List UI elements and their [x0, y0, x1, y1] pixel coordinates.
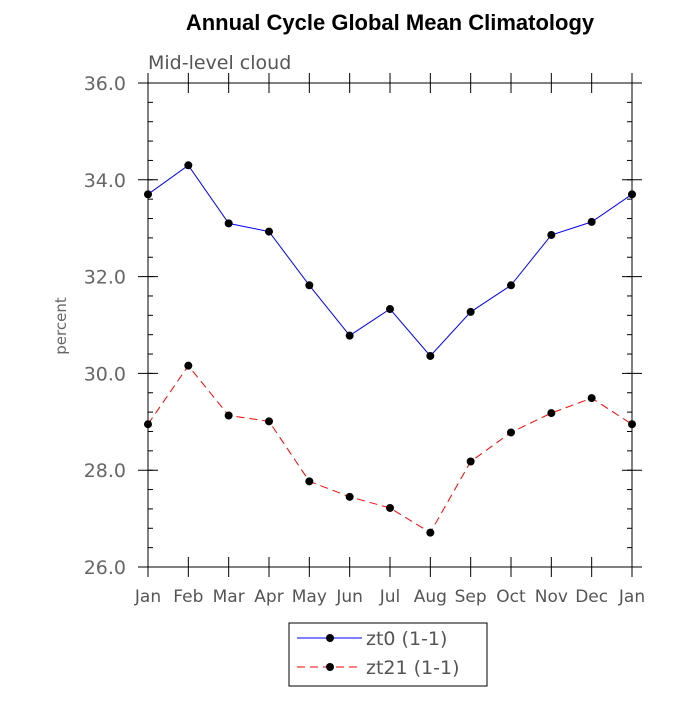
series-1-point — [466, 457, 475, 466]
y-tick-label: 30.0 — [84, 363, 126, 385]
chart-subtitle: Mid-level cloud — [148, 52, 291, 74]
series-0-point — [587, 217, 596, 226]
series-1-point — [305, 477, 314, 486]
series-0-point — [628, 190, 636, 199]
series-1-point — [224, 411, 233, 420]
series-0-point — [466, 307, 475, 316]
series-0-point — [426, 351, 435, 360]
y-tick-label: 34.0 — [84, 170, 126, 192]
series-1-point — [426, 528, 435, 537]
series-0-point — [224, 219, 233, 228]
series-1-point — [184, 361, 193, 370]
series-1-point — [628, 420, 636, 429]
legend-label-zt0: zt0 (1-1) — [366, 628, 447, 650]
x-tick-label: Apr — [254, 587, 283, 607]
series-1-point — [386, 503, 394, 512]
series-1-point — [507, 428, 515, 437]
x-tick-label: Nov — [535, 587, 568, 607]
series-1-point — [345, 492, 354, 501]
x-tick-label: Jan — [618, 587, 645, 607]
series-1-point — [144, 420, 152, 429]
legend-marker-zt21 — [326, 663, 334, 671]
series-0-point — [144, 190, 152, 199]
x-tick-label: Oct — [496, 587, 526, 607]
x-ticks: Jan Feb Mar Apr May Jun Jul Aug Sep Oct Nov Dec Jan — [134, 73, 645, 607]
legend-label-zt21: zt21 (1-1) — [366, 657, 460, 679]
series-1-point — [547, 409, 556, 418]
legend-box — [288, 622, 488, 687]
x-tick-label: Sep — [455, 587, 487, 607]
series-line-0 — [147, 164, 633, 357]
x-tick-label: Jan — [134, 587, 161, 607]
y-ticks: 26.0 28.0 30.0 32.0 34.0 36.0 — [84, 73, 642, 579]
y-axis-label: percent — [52, 297, 70, 355]
minor-ticks — [148, 82, 632, 568]
series-0-point — [265, 227, 273, 236]
plot-frame — [147, 82, 633, 568]
chart-title: Annual Cycle Global Mean Climatology — [186, 10, 595, 35]
x-tick-label: Aug — [414, 587, 447, 607]
y-tick-label: 32.0 — [84, 267, 126, 289]
series-1-point — [265, 417, 273, 426]
series-0-point — [184, 161, 193, 170]
series-0-point — [507, 281, 515, 290]
series-1-point — [587, 394, 596, 403]
series-0-point — [345, 331, 354, 340]
legend-marker-zt0 — [326, 634, 334, 642]
legend: zt0 (1-1) zt21 (1-1) — [288, 622, 488, 687]
series-0-point — [305, 281, 314, 290]
x-tick-label: Jul — [379, 587, 401, 607]
x-tick-label: Dec — [575, 587, 608, 607]
x-tick-label: Mar — [213, 587, 245, 607]
series-layer — [144, 161, 636, 537]
y-tick-label: 36.0 — [84, 73, 126, 95]
y-tick-label: 28.0 — [84, 460, 126, 482]
series-0-point — [547, 230, 556, 239]
x-tick-label: Jun — [335, 587, 363, 607]
y-tick-label: 26.0 — [84, 557, 126, 579]
x-tick-label: Feb — [173, 587, 203, 607]
series-0-point — [386, 305, 394, 314]
x-tick-label: May — [292, 587, 327, 607]
